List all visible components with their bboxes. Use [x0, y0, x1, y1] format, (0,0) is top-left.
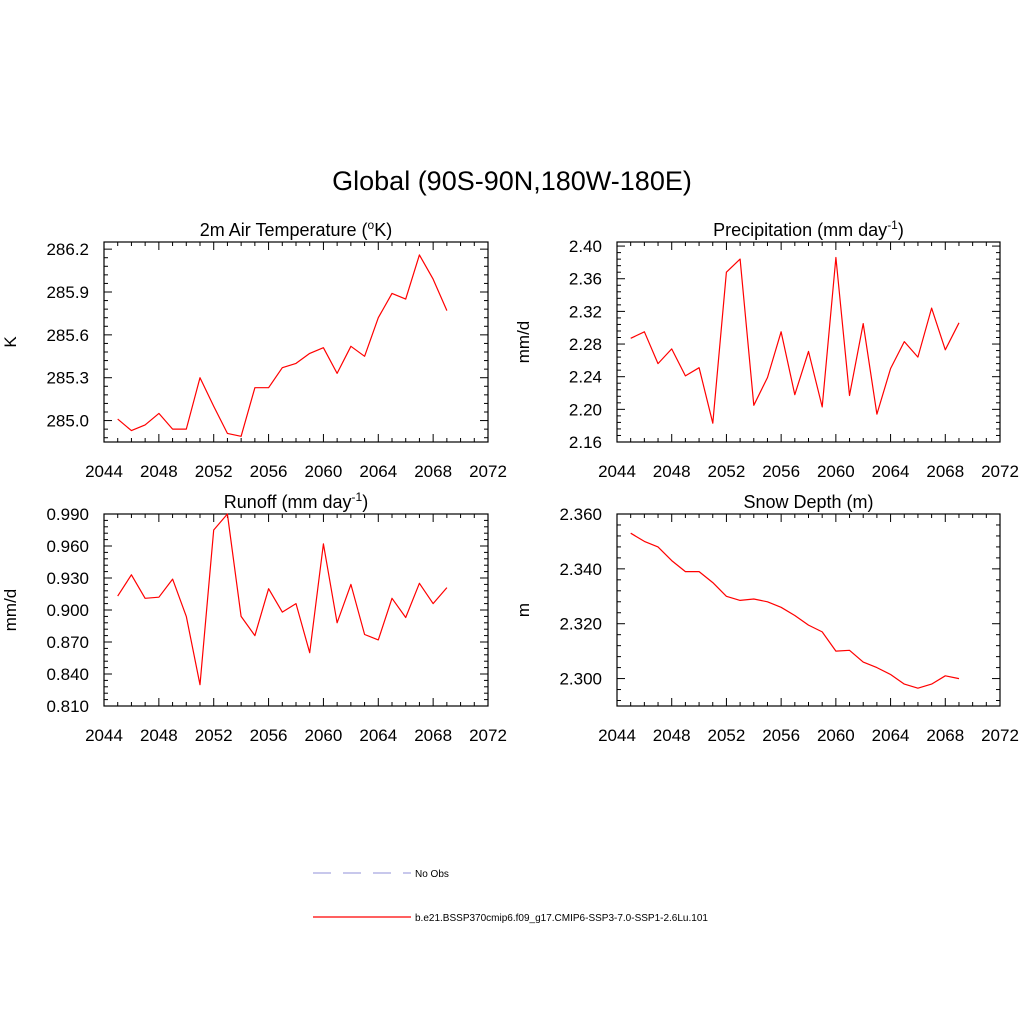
chart-panel-precipitation: 2044 2048 2052 2056 2060 2064 2068 2072 2.16 2.20…: [514, 218, 1019, 481]
x-tick-label: 2068: [926, 462, 964, 481]
x-tick-label: 2044: [85, 726, 123, 745]
x-tick-label: 2056: [762, 726, 800, 745]
y-tick-label: 285.9: [46, 283, 89, 302]
x-tick-label: 2052: [195, 462, 233, 481]
series-line: [117, 513, 448, 686]
y-tick-label: 2.300: [559, 670, 602, 689]
x-tick-label: 2064: [359, 462, 397, 481]
y-tick-label: 2.24: [569, 368, 602, 387]
panel-title: Snow Depth (m): [743, 492, 873, 512]
y-tick-label: 0.900: [46, 601, 89, 620]
x-tick-label: 2072: [981, 726, 1019, 745]
y-tick-label: 2.40: [569, 237, 602, 256]
x-tick-label: 2056: [250, 726, 288, 745]
legend-label: b.e21.BSSP370cmip6.f09_g17.CMIP6-SSP3-7.…: [415, 913, 708, 924]
legend: No Obs b.e21.BSSP370cmip6.f09_g17.CMIP6-S…: [313, 869, 708, 924]
x-tick-label: 2052: [708, 726, 746, 745]
x-tick-label: 2044: [598, 462, 636, 481]
y-tick-label: 0.960: [46, 537, 89, 556]
plot-frame: [103, 241, 489, 443]
y-tick-label: 286.2: [46, 240, 89, 259]
chart-panel-snow-depth: 2044 2048 2052 2056 2060 2064 2068 2072 2.300 2.3…: [514, 492, 1019, 745]
y-tick-label: 2.360: [559, 505, 602, 524]
x-tick-label: 2068: [414, 462, 452, 481]
x-tick-label: 2052: [708, 462, 746, 481]
x-tick-label: 2048: [653, 726, 691, 745]
panel-title: Runoff (mm day-1): [224, 490, 368, 512]
series-line: [630, 256, 960, 424]
x-tick-label: 2060: [817, 462, 855, 481]
legend-label: No Obs: [415, 869, 449, 880]
x-tick-label: 2056: [762, 462, 800, 481]
y-tick-label: 0.870: [46, 633, 89, 652]
figure-title: Global (90S-90N,180W-180E): [332, 166, 692, 196]
x-tick-label: 2048: [140, 726, 178, 745]
x-tick-label: 2048: [653, 462, 691, 481]
y-tick-label: 0.990: [46, 505, 89, 524]
y-axis-label: K: [1, 336, 20, 348]
x-tick-label: 2064: [872, 726, 910, 745]
y-tick-label: 2.20: [569, 400, 602, 419]
x-tick-label: 2072: [981, 462, 1019, 481]
y-tick-label: 0.930: [46, 569, 89, 588]
series-line: [117, 254, 448, 437]
y-tick-label: 285.3: [46, 369, 89, 388]
y-tick-label: 0.840: [46, 665, 89, 684]
y-tick-label: 2.28: [569, 335, 602, 354]
x-tick-label: 2060: [305, 462, 343, 481]
x-tick-label: 2072: [469, 726, 507, 745]
x-tick-label: 2072: [469, 462, 507, 481]
x-tick-label: 2064: [359, 726, 397, 745]
x-tick-label: 2044: [598, 726, 636, 745]
x-tick-label: 2068: [926, 726, 964, 745]
x-tick-label: 2060: [817, 726, 855, 745]
x-tick-label: 2056: [250, 462, 288, 481]
y-tick-label: 0.810: [46, 697, 89, 716]
y-axis-label: mm/d: [514, 321, 533, 364]
chart-panel-temperature: 2044 2048 2052 2056 2060 2064 2068 2072 285.0 285…: [1, 218, 507, 481]
x-tick-label: 2064: [872, 462, 910, 481]
y-tick-label: 285.6: [46, 326, 89, 345]
x-tick-label: 2048: [140, 462, 178, 481]
series-line: [630, 532, 960, 689]
y-tick-label: 2.36: [569, 270, 602, 289]
x-tick-label: 2068: [414, 726, 452, 745]
x-tick-label: 2052: [195, 726, 233, 745]
y-tick-label: 285.0: [46, 412, 89, 431]
y-tick-label: 2.320: [559, 615, 602, 634]
y-axis-label: m: [514, 603, 533, 617]
y-tick-label: 2.340: [559, 560, 602, 579]
chart-panel-runoff: 2044 2048 2052 2056 2060 2064 2068 2072 0.810 0.8…: [1, 490, 507, 745]
panel-title: Precipitation (mm day-1): [713, 218, 904, 240]
x-tick-label: 2044: [85, 462, 123, 481]
x-tick-label: 2060: [305, 726, 343, 745]
y-axis-label: mm/d: [1, 589, 20, 632]
panel-title: 2m Air Temperature (oK): [200, 218, 392, 240]
y-tick-label: 2.32: [569, 302, 602, 321]
plot-frame: [103, 513, 489, 707]
y-tick-label: 2.16: [569, 433, 602, 452]
